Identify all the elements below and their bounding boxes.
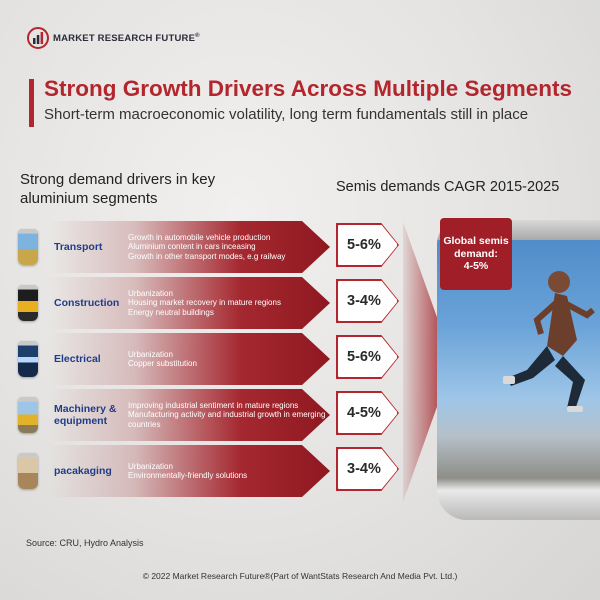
page-title: Strong Growth Drivers Across Multiple Se… xyxy=(44,76,573,101)
cagr-badge-transport: 5-6% xyxy=(337,224,398,266)
segment-row-construction: Construction Urbanization Housing market… xyxy=(14,277,330,329)
segment-arrow xyxy=(50,445,330,497)
global-demand-label-2: demand: xyxy=(454,247,498,260)
segment-drivers: Urbanization Environmentally-friendly so… xyxy=(128,461,248,481)
segment-label: Electrical xyxy=(54,353,101,365)
segment-drivers: Growth in automobile vehicle production … xyxy=(128,232,286,261)
can-base xyxy=(437,490,600,520)
airplane-train-icon xyxy=(18,229,38,265)
cagr-badge-machinery: 4-5% xyxy=(337,392,398,434)
segment-arrow xyxy=(50,277,330,329)
excavator-icon xyxy=(18,397,38,433)
segment-row-machinery: Machinery & equipment Improving industri… xyxy=(14,389,330,441)
segment-drivers: Improving industrial sentiment in mature… xyxy=(128,400,326,429)
segment-row-electrical: Electrical Urbanization Copper substitut… xyxy=(14,333,330,385)
global-demand-badge: Global semis demand: 4-5% xyxy=(440,218,512,290)
copyright-footer: © 2022 Market Research Future®(Part of W… xyxy=(142,571,458,581)
segment-row-packaging: pacakaging Urbanization Environmentally-… xyxy=(14,445,330,497)
package-icon xyxy=(18,453,38,489)
global-demand-label-1: Global semis xyxy=(443,235,509,248)
segment-arrow xyxy=(50,389,330,441)
cagr-badge-construction: 3-4% xyxy=(337,280,398,322)
cagr-badge-electrical: 5-6% xyxy=(337,336,398,378)
page-subtitle: Short-term macroeconomic volatility, lon… xyxy=(44,106,529,123)
segment-arrow xyxy=(50,221,330,273)
segment-label: Machinery & equipment xyxy=(54,403,117,427)
source-note: Source: CRU, Hydro Analysis xyxy=(26,538,144,548)
brand-logo: MARKET RESEARCH FUTURE® xyxy=(27,27,200,49)
segment-label: Construction xyxy=(54,297,120,309)
segment-row-transport: Transport Growth in automobile vehicle p… xyxy=(14,221,330,273)
title-accent-bar xyxy=(29,79,34,127)
cagr-heading: Semis demands CAGR 2015-2025 xyxy=(336,179,560,195)
segment-arrow xyxy=(50,333,330,385)
cagr-badge-packaging: 3-4% xyxy=(337,448,398,490)
crane-icon xyxy=(18,285,38,321)
logo-mark-icon xyxy=(27,27,49,49)
bulb-icon xyxy=(18,341,38,377)
drivers-heading: Strong demand drivers in key aluminium s… xyxy=(20,171,216,207)
segment-label: Transport xyxy=(54,241,103,253)
segment-drivers: Urbanization Copper substitution xyxy=(128,349,197,369)
global-demand-value: 4-5% xyxy=(463,260,489,273)
segment-drivers: Urbanization Housing market recovery in … xyxy=(128,288,281,317)
runner-silhouette-icon xyxy=(503,271,595,412)
brand-name: MARKET RESEARCH FUTURE® xyxy=(53,32,200,44)
segment-label: pacakaging xyxy=(54,465,112,477)
